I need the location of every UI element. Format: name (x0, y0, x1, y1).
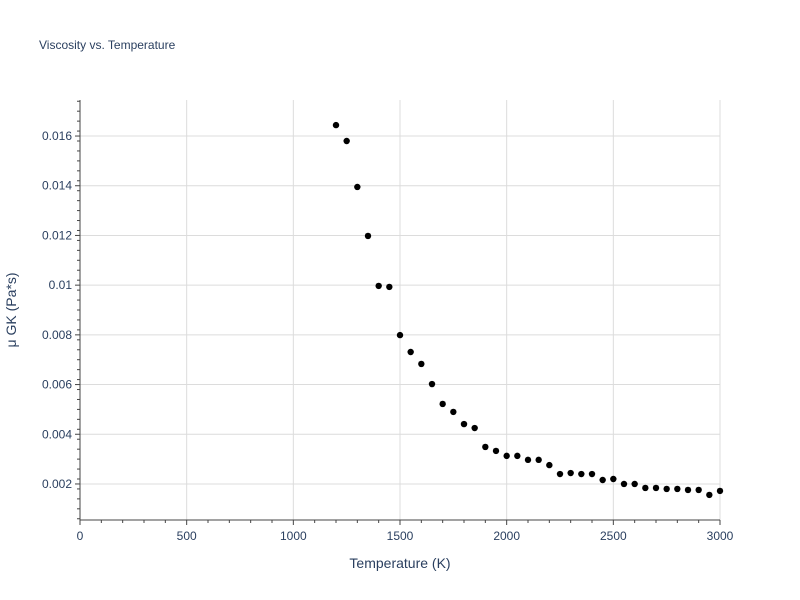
y-tick-label: 0.016 (42, 129, 72, 143)
data-point (716, 487, 724, 495)
data-point (546, 461, 553, 469)
data-point (375, 282, 382, 290)
y-tick-label: 0.002 (42, 477, 72, 491)
data-point (524, 456, 532, 464)
data-point (706, 491, 713, 499)
data-point (343, 137, 350, 145)
data-point (588, 470, 596, 478)
data-point (354, 183, 361, 191)
data-point (695, 486, 702, 494)
data-point (567, 469, 574, 477)
data-point (386, 283, 393, 291)
x-tick-label: 3000 (707, 529, 734, 543)
data-point (663, 485, 670, 493)
x-tick-label: 1000 (280, 529, 307, 543)
chart-title: Viscosity vs. Temperature (39, 38, 176, 52)
data-point (631, 480, 638, 488)
data-point (674, 485, 681, 493)
data-point (482, 443, 489, 451)
data-point (610, 475, 617, 483)
data-point (535, 456, 542, 464)
data-point (364, 232, 372, 240)
data-point (418, 360, 425, 368)
y-tick-label: 0.008 (42, 328, 72, 342)
data-point (620, 480, 628, 488)
data-point (428, 380, 436, 388)
y-tick-label: 0.006 (42, 378, 72, 392)
data-point (652, 484, 660, 492)
y-tick-label: 0.012 (42, 228, 72, 242)
data-point (503, 452, 510, 460)
data-point (407, 348, 414, 356)
data-point (642, 484, 649, 492)
x-tick-label: 1500 (387, 529, 414, 543)
data-point (439, 400, 446, 408)
x-tick-label: 2000 (493, 529, 520, 543)
data-point (332, 121, 340, 129)
data-point (460, 420, 468, 428)
data-point (684, 486, 692, 494)
data-point (514, 452, 521, 460)
data-point (556, 470, 564, 478)
data-point (492, 447, 500, 455)
y-axis-label: μ GK (Pa*s) (3, 273, 19, 348)
x-tick-label: 2500 (600, 529, 627, 543)
x-tick-label: 0 (77, 529, 84, 543)
x-tick-label: 500 (177, 529, 197, 543)
x-axis-label: Temperature (K) (349, 555, 450, 571)
data-point (450, 408, 457, 416)
y-tick-label: 0.01 (49, 278, 73, 292)
data-point (599, 476, 606, 484)
data-point (396, 331, 404, 339)
data-point (471, 424, 478, 432)
data-point (578, 470, 585, 478)
y-tick-label: 0.014 (42, 179, 72, 193)
y-tick-label: 0.004 (42, 427, 72, 441)
